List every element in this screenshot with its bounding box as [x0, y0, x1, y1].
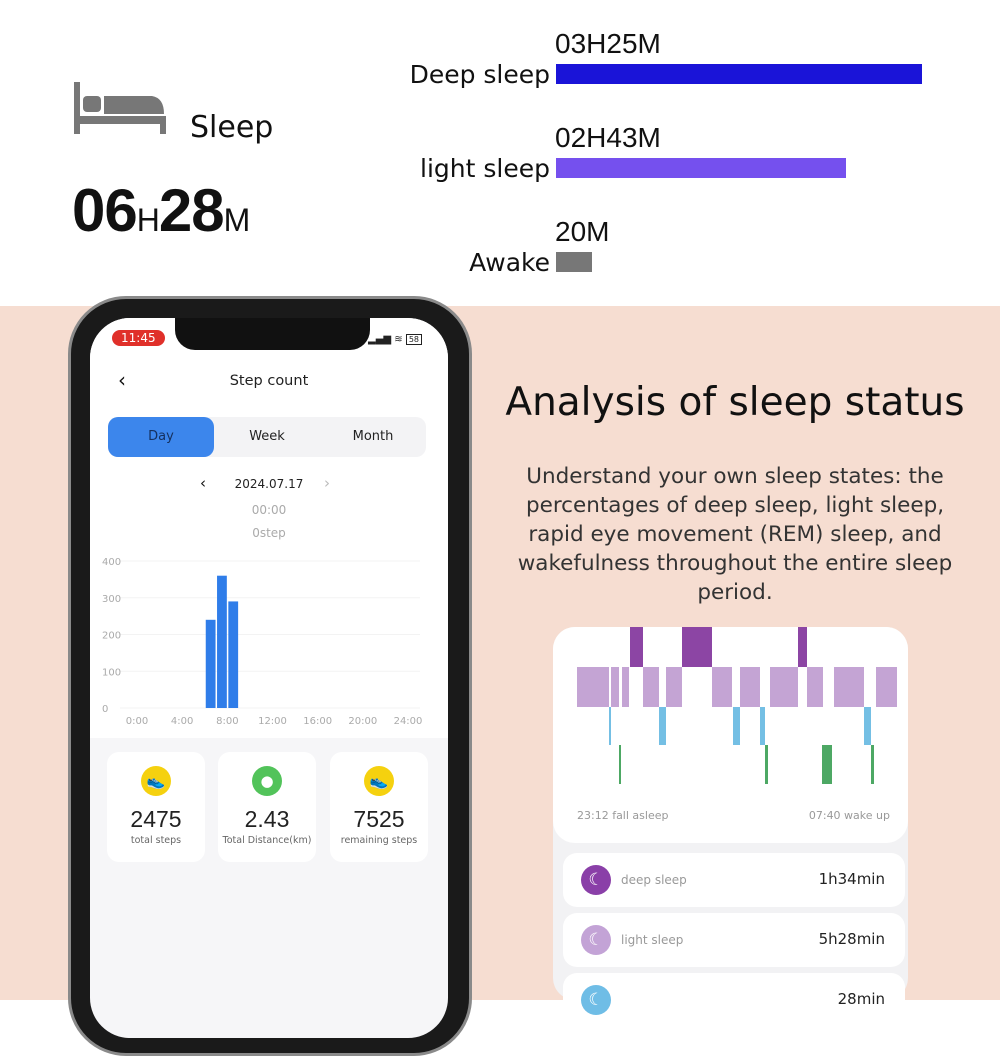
- y-tick-label: 400: [102, 557, 121, 568]
- sleep-segment: [798, 627, 807, 667]
- sleep-segment: [760, 707, 765, 745]
- analysis-title: Analysis of sleep status: [505, 380, 965, 425]
- stage-bar: [556, 64, 922, 84]
- shoe-icon: 👟: [364, 766, 394, 796]
- sleep-segment: [834, 667, 864, 707]
- stage-label: Deep sleep: [409, 60, 550, 89]
- x-tick-label: 16:00: [303, 716, 332, 727]
- sleep-segment: [770, 667, 798, 707]
- sleep-segment: [876, 667, 897, 707]
- sleep-stage-row[interactable]: ☾ deep sleep 1h34min: [563, 853, 905, 907]
- prev-date-button[interactable]: ‹: [200, 474, 206, 492]
- stage-bar: [556, 158, 846, 178]
- tab-week[interactable]: Week: [249, 429, 285, 444]
- period-tabs: Day Week Month: [108, 417, 426, 457]
- battery-icon: 58: [405, 334, 422, 345]
- sleep-summary-panel: [0, 0, 1000, 306]
- y-tick-label: 200: [102, 631, 121, 642]
- sleep-segment: [871, 745, 874, 784]
- stage-label: light sleep: [420, 154, 550, 183]
- sleep-segment: [765, 745, 768, 784]
- sleep-stage-label: light sleep: [621, 933, 684, 947]
- stat-value: 2.43: [244, 806, 290, 832]
- sleep-segment: [822, 745, 832, 784]
- sleep-stage-card: 23:12 fall asleep 07:40 wake up: [553, 627, 908, 843]
- status-time: 11:45: [112, 330, 165, 346]
- sleep-segment: [666, 667, 682, 707]
- moon-icon: ☾: [581, 985, 611, 1015]
- date-label: 2024.07.17: [234, 477, 304, 491]
- sleep-segment: [577, 667, 609, 707]
- analysis-description: Understand your own sleep states: the pe…: [517, 464, 953, 605]
- total-sleep-duration: 06H28M: [72, 177, 250, 244]
- sleep-stage-row[interactable]: ☾ light sleep 5h28min: [563, 913, 905, 967]
- wake-up-time: 07:40 wake up: [808, 809, 890, 822]
- stat-card: 👟 7525 remaining steps: [330, 752, 428, 862]
- sleep-segment: [611, 667, 619, 707]
- page-title: Step count: [229, 373, 309, 389]
- sleep-stage-row[interactable]: ☾ 28min: [563, 973, 905, 1027]
- step-bar[interactable]: [217, 575, 227, 708]
- stat-label: total steps: [130, 835, 182, 846]
- selected-time: 00:00: [251, 503, 287, 517]
- bed-icon: [74, 82, 166, 134]
- sleep-stage-chart: [577, 627, 897, 784]
- sleep-segment: [864, 707, 871, 745]
- tab-month[interactable]: Month: [352, 429, 394, 444]
- sleep-segment: [609, 707, 611, 745]
- step-bar[interactable]: [205, 619, 216, 708]
- shoe-icon: 👟: [141, 766, 171, 796]
- moon-icon: ☾: [581, 925, 611, 955]
- x-tick-label: 8:00: [216, 716, 238, 727]
- y-tick-label: 300: [102, 594, 121, 605]
- y-tick-label: 0: [102, 704, 108, 715]
- sleep-segment: [630, 627, 643, 667]
- sleep-segment: [643, 667, 659, 707]
- stage-duration: 03H25M: [555, 28, 661, 59]
- stage-label: Awake: [469, 248, 550, 277]
- sleep-segment: [740, 667, 760, 707]
- phone-notch: [175, 318, 370, 350]
- sleep-segment: [807, 667, 823, 707]
- stat-label: Total Distance(km): [222, 835, 312, 846]
- sleep-title: Sleep: [190, 110, 274, 145]
- sleep-segment: [712, 667, 732, 707]
- y-tick-label: 100: [102, 667, 121, 678]
- back-button[interactable]: ‹: [118, 368, 126, 392]
- location-pin-icon: ●: [252, 766, 282, 796]
- stat-value: 2475: [130, 806, 182, 832]
- sleep-segment: [619, 745, 621, 784]
- step-chart: 400 300 200 100 0 0:00 4:00 8:00 12:00 16:00 20:00…: [102, 557, 423, 727]
- stage-duration: 02H43M: [555, 122, 661, 153]
- x-tick-label: 12:00: [258, 716, 287, 727]
- stat-label: remaining steps: [340, 835, 418, 846]
- sleep-segment: [682, 627, 712, 667]
- sleep-stage-value: 28min: [837, 990, 885, 1008]
- sleep-segment: [659, 707, 666, 745]
- stat-card: ● 2.43 Total Distance(km): [218, 752, 316, 862]
- stage-duration: 20M: [555, 216, 610, 247]
- tab-day[interactable]: Day: [108, 417, 214, 457]
- step-bar[interactable]: [228, 601, 239, 708]
- stat-card: 👟 2475 total steps: [107, 752, 205, 862]
- sleep-segment: [622, 667, 629, 707]
- stage-bar: [556, 252, 592, 272]
- sleep-stage-value: 5h28min: [818, 930, 885, 948]
- moon-icon: ☾: [581, 865, 611, 895]
- sleep-stage-label: deep sleep: [621, 873, 687, 887]
- x-tick-label: 24:00: [394, 716, 423, 727]
- selected-steps: 0step: [252, 526, 286, 540]
- sleep-stage-value: 1h34min: [818, 870, 885, 888]
- fall-asleep-time: 23:12 fall asleep: [577, 809, 669, 822]
- x-tick-label: 20:00: [348, 716, 377, 727]
- stat-value: 7525: [353, 806, 405, 832]
- status-icons: ▂▄▆ ≋ 58: [368, 334, 422, 345]
- x-tick-label: 4:00: [171, 716, 193, 727]
- sleep-segment: [733, 707, 740, 745]
- x-tick-label: 0:00: [126, 716, 148, 727]
- phone-screen: 11:45 ▂▄▆ ≋ 58 ‹ Step count Day Week Mon…: [90, 318, 448, 1038]
- next-date-button[interactable]: ›: [324, 474, 330, 492]
